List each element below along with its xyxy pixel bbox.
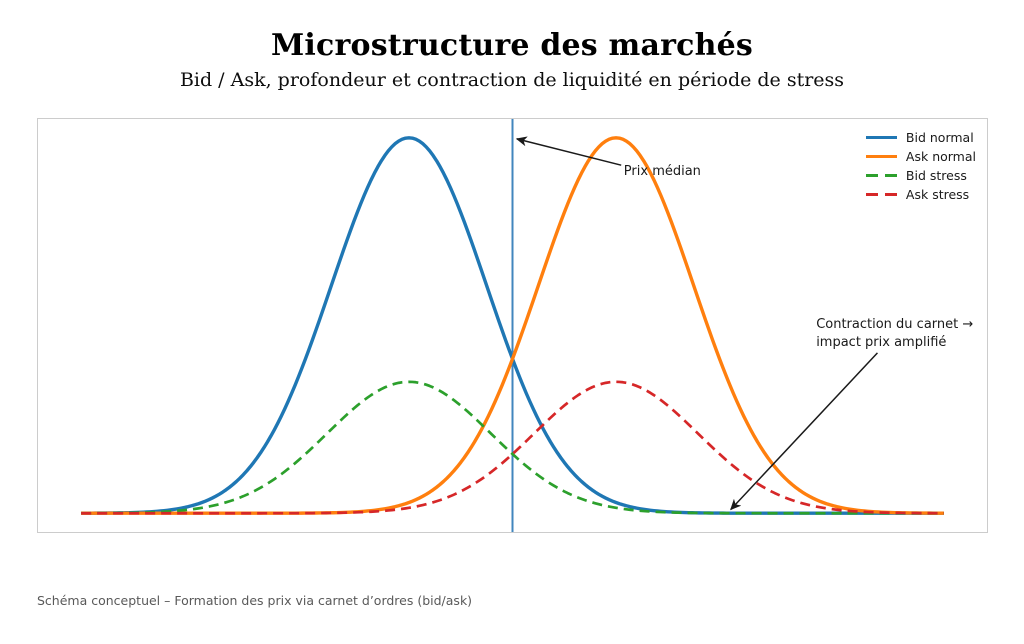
footnote: Schéma conceptuel – Formation des prix v… <box>37 593 473 608</box>
legend-item-bid-normal: Bid normal <box>865 128 976 147</box>
legend: Bid normal Ask normal Bid stress Ask stress <box>865 128 976 204</box>
legend-line-bid-stress <box>865 174 897 177</box>
legend-item-ask-stress: Ask stress <box>865 185 976 204</box>
annotation-arrow-prix-median <box>515 136 622 166</box>
figure-title: Microstructure des marchés <box>271 28 753 63</box>
legend-item-ask-normal: Ask normal <box>865 147 976 166</box>
annotation-arrow-contraction <box>730 352 878 511</box>
legend-line-ask-stress <box>865 193 897 196</box>
annotation-prix-median: Prix médian <box>623 164 701 180</box>
curve-ask-normal <box>81 136 944 515</box>
legend-line-bid-normal <box>865 136 897 139</box>
legend-label-ask-stress: Ask stress <box>905 187 970 202</box>
annotation-contraction-carnet: Contraction du carnet → impact prix ampl… <box>816 317 974 351</box>
plot-area: Bid normal Ask normal Bid stress Ask stress… <box>37 118 988 533</box>
legend-item-bid-stress: Bid stress <box>865 166 976 185</box>
curve-bid-stress <box>81 380 944 515</box>
legend-label-bid-normal: Bid normal <box>905 130 974 145</box>
legend-label-bid-stress: Bid stress <box>905 168 967 183</box>
legend-line-ask-normal <box>865 155 897 158</box>
figure-subtitle: Bid / Ask, profondeur et contraction de … <box>179 69 845 91</box>
chart-canvas <box>81 119 944 532</box>
legend-label-ask-normal: Ask normal <box>905 149 976 164</box>
